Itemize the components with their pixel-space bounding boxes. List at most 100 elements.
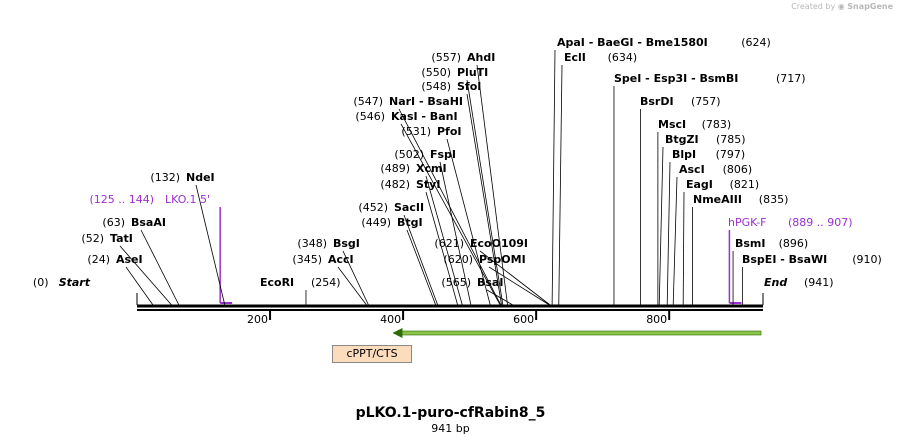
site-xcmi-label: XcmI xyxy=(416,162,447,175)
site-btgi-label: BtgI xyxy=(397,216,423,229)
site-acci-label: AccI xyxy=(328,253,354,266)
cut-site-line xyxy=(337,266,367,306)
cut-site-line xyxy=(488,266,550,306)
site-blpi-label: BlpI xyxy=(672,148,696,161)
site-pspomi-label: PspOMI xyxy=(479,253,526,266)
site-pspomi-coordinate: (620) xyxy=(443,253,473,266)
cut-site-line xyxy=(406,229,437,306)
site-nmeaiii-label: NmeAIII xyxy=(693,193,742,206)
site-sfoi-coordinate: (548) xyxy=(421,80,451,93)
site-ecori-coordinate: (254) xyxy=(311,276,341,289)
ruler-tick-label: 400 xyxy=(380,313,401,326)
site-bsai-label: BsaI xyxy=(477,276,503,289)
site-spei-esp3i-bsmbi-coordinate: (717) xyxy=(776,72,806,85)
site-asei-coordinate: (24) xyxy=(87,253,110,266)
feature-arrow-head-icon xyxy=(392,328,403,338)
cut-site-line xyxy=(119,245,172,306)
ruler-tick-label: 200 xyxy=(247,313,268,326)
site-apai-baegi-bme1580i-coordinate: (624) xyxy=(741,36,771,49)
cut-site-line xyxy=(551,49,556,306)
site-nmeaiii-coordinate: (835) xyxy=(759,193,789,206)
site-nari-bsahi-coordinate: (547) xyxy=(353,95,383,108)
start-coordinate: (0) xyxy=(33,276,49,289)
cut-site-line xyxy=(486,289,514,306)
credit-prefix: Created by xyxy=(791,2,836,11)
site-ecoo109i-label: EcoO109I xyxy=(470,237,528,250)
primer-hpgk-f-label: hPGK-F xyxy=(728,216,766,229)
site-bsrdi-coordinate: (757) xyxy=(691,95,721,108)
site-btgzi-coordinate: (785) xyxy=(716,133,746,146)
site-bsmi-label: BsmI xyxy=(735,237,766,250)
cut-site-line xyxy=(466,93,502,306)
site-asei-label: AseI xyxy=(116,253,143,266)
site-btgzi-label: BtgZI xyxy=(665,133,699,146)
cut-site-line xyxy=(403,214,439,306)
feature-arrow-bar[interactable] xyxy=(400,330,762,336)
end-label: End xyxy=(764,276,787,289)
site-ecli-coordinate: (634) xyxy=(608,51,638,64)
site-acci-coordinate: (345) xyxy=(292,253,322,266)
site-pfoi-label: PfoI xyxy=(437,125,462,138)
feature-cppt-cts[interactable]: cPPT/CTS xyxy=(332,345,412,363)
site-fspi-label: FspI xyxy=(430,148,456,161)
site-spei-esp3i-bsmbi-label: SpeI - Esp3I - BsmBI xyxy=(614,72,738,85)
cut-site-line xyxy=(125,266,154,306)
sequence-length: 941 bp xyxy=(431,422,470,435)
sequence-name: pLKO.1-puro-cfRabin8_5 xyxy=(355,405,546,421)
cut-site-line xyxy=(342,250,369,306)
cut-site-line xyxy=(466,79,504,306)
cut-site-line xyxy=(666,161,671,306)
site-kasi-bani-label: KasI - BanI xyxy=(391,110,458,123)
site-styi-coordinate: (482) xyxy=(380,178,410,191)
cut-site-line xyxy=(476,64,508,306)
cut-site-line xyxy=(658,146,664,306)
cut-site-line xyxy=(400,123,501,306)
start-label: Start xyxy=(59,276,91,289)
credit: Created by ◉ SnapGene xyxy=(791,2,893,11)
site-fspi-coordinate: (502) xyxy=(394,148,424,161)
primer-lko-1-5-label: LKO.1 5' xyxy=(165,193,210,206)
ruler-tick-label: 800 xyxy=(646,313,667,326)
site-nari-bsahi-label: NarI - BsaHI xyxy=(389,95,463,108)
site-apai-baegi-bme1580i-label: ApaI - BaeGI - Bme1580I xyxy=(557,36,708,49)
site-bsaai-label: BsaAI xyxy=(131,216,166,229)
site-sacii-label: SacII xyxy=(394,201,424,214)
primer-hpgk-f-coordinate: (889 .. 907) xyxy=(788,216,853,229)
site-ndei-coordinate: (132) xyxy=(150,171,180,184)
site-ahdi-coordinate: (557) xyxy=(431,51,461,64)
site-xcmi-coordinate: (489) xyxy=(380,162,410,175)
site-msci-coordinate: (783) xyxy=(702,118,732,131)
cut-site-line xyxy=(446,138,491,306)
site-sacii-coordinate: (452) xyxy=(358,201,388,214)
site-pfoi-coordinate: (531) xyxy=(401,125,431,138)
site-asci-label: AscI xyxy=(679,163,705,176)
cut-site-line xyxy=(558,64,563,306)
site-bsrdi-label: BsrDI xyxy=(640,95,674,108)
cut-site-line xyxy=(195,184,226,306)
cut-site-line xyxy=(425,175,463,306)
snapgene-logo-icon: ◉ xyxy=(837,2,845,11)
ruler-tick-label: 600 xyxy=(513,313,534,326)
cut-site-line xyxy=(672,176,678,306)
site-pluti-label: PluTI xyxy=(457,66,488,79)
site-bsaai-coordinate: (63) xyxy=(102,216,125,229)
site-asci-coordinate: (806) xyxy=(723,163,753,176)
site-tati-label: TatI xyxy=(110,232,133,245)
cut-site-line xyxy=(439,161,472,306)
site-sfoi-label: SfoI xyxy=(457,80,481,93)
site-ndei-label: NdeI xyxy=(186,171,215,184)
site-tati-coordinate: (52) xyxy=(81,232,104,245)
cut-site-line xyxy=(682,191,685,306)
site-pluti-coordinate: (550) xyxy=(421,66,451,79)
credit-brand: SnapGene xyxy=(847,2,893,11)
site-eagi-coordinate: (821) xyxy=(730,178,760,191)
site-ahdi-label: AhdI xyxy=(467,51,495,64)
site-kasi-bani-coordinate: (546) xyxy=(355,110,385,123)
site-bsmi-coordinate: (896) xyxy=(779,237,809,250)
cut-site-line xyxy=(140,229,180,306)
site-bsgi-coordinate: (348) xyxy=(297,237,327,250)
cut-site-line xyxy=(425,191,459,306)
site-bspei-bsawi-label: BspEI - BsaWI xyxy=(742,253,827,266)
site-bsai-coordinate: (565) xyxy=(441,276,471,289)
